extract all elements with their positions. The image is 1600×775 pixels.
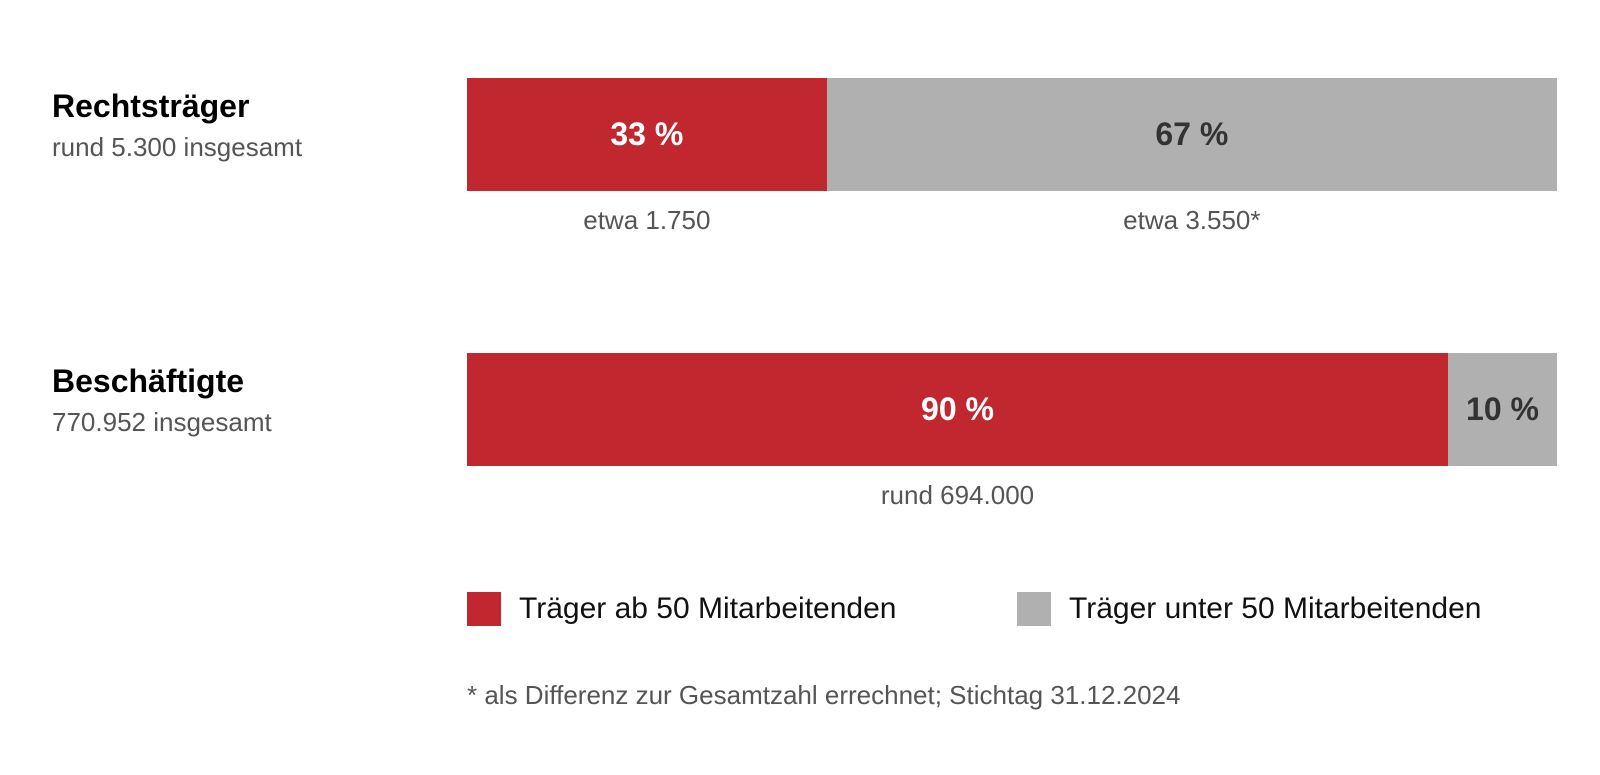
legend-swatch-red — [467, 592, 501, 626]
bar-segment-ab-50: 33 % — [467, 78, 827, 191]
stacked-bar-beschaeftigte: 90 % 10 % — [467, 353, 1557, 466]
legend-item-ab-50: Träger ab 50 Mitarbeitenden — [467, 591, 896, 627]
segment-value-label: 10 % — [1466, 391, 1539, 427]
segment-count-label: rund 694.000 — [880, 480, 1035, 510]
row-subtitle: 770.952 insgesamt — [52, 407, 272, 437]
footnote: * als Differenz zur Gesamtzahl errechnet… — [467, 680, 1181, 710]
legend: Träger ab 50 Mitarbeitenden Träger unter… — [467, 591, 1557, 627]
segment-value-label: 90 % — [921, 391, 994, 427]
legend-item-unter-50: Träger unter 50 Mitarbeitenden — [1017, 591, 1481, 627]
row-label-rechtstraeger: Rechtsträger rund 5.300 insgesamt — [52, 87, 302, 163]
legend-swatch-grey — [1017, 592, 1051, 626]
bar-segment-ab-50: 90 % — [467, 353, 1448, 466]
segment-count-label: etwa 3.550* — [1123, 205, 1261, 235]
row-title: Beschäftigte — [52, 363, 245, 399]
row-label-beschaeftigte: Beschäftigte 770.952 insgesamt — [52, 362, 272, 438]
legend-label: Träger unter 50 Mitarbeitenden — [1069, 592, 1482, 625]
row-title: Rechtsträger — [52, 88, 250, 124]
segment-count-label: etwa 1.750 — [583, 205, 711, 235]
segment-value-label: 67 % — [1155, 116, 1229, 152]
segment-value-label: 33 % — [610, 116, 684, 152]
stacked-bar-rechtstraeger: 33 % 67 % — [467, 78, 1557, 191]
bar-segment-unter-50: 67 % — [826, 78, 1557, 191]
bar-segment-unter-50: 10 % — [1448, 353, 1557, 466]
row-subtitle: rund 5.300 insgesamt — [52, 132, 303, 162]
legend-label: Träger ab 50 Mitarbeitenden — [519, 592, 897, 625]
